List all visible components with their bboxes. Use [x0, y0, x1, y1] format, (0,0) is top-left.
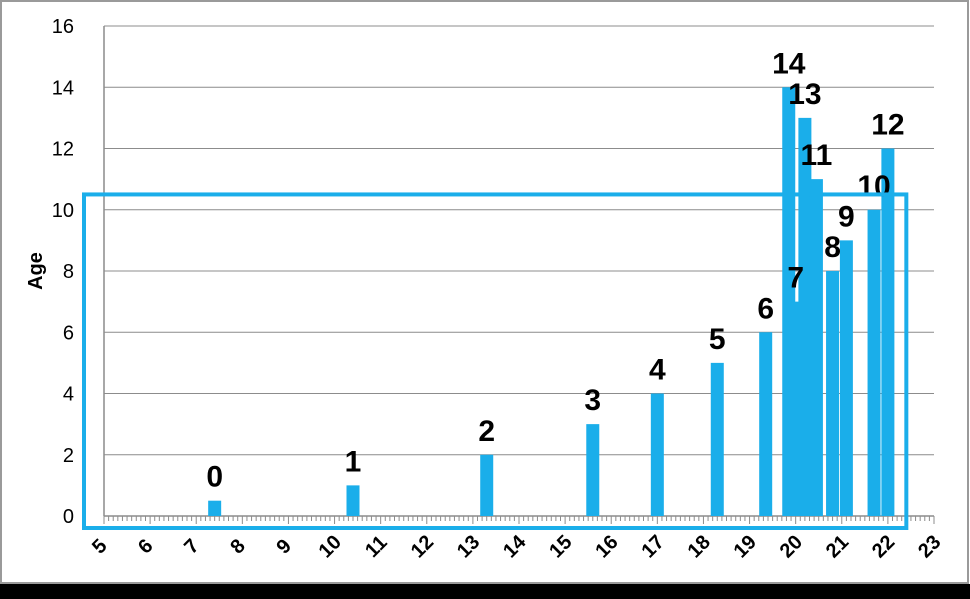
x-tick-label: 18 [684, 531, 715, 562]
y-tick-label: 8 [63, 261, 74, 283]
x-tick-label: 6 [134, 535, 157, 558]
x-tick-label: 9 [272, 535, 295, 558]
x-tick-label: 14 [499, 530, 531, 562]
y-axis-title: Age [25, 252, 47, 290]
data-label: 1 [345, 445, 362, 478]
bar [782, 87, 796, 516]
y-tick-label: 16 [52, 16, 74, 38]
data-label: 7 [787, 262, 804, 295]
y-tick-label: 10 [52, 200, 74, 222]
data-label: 0 [206, 461, 223, 494]
x-tick-label: 22 [868, 531, 899, 562]
chart-border [0, 0, 969, 584]
x-tick-label: 10 [315, 531, 346, 562]
x-tick-label: 16 [591, 531, 622, 562]
x-tick-label: 23 [914, 531, 945, 562]
data-label: 8 [824, 231, 841, 264]
bar [867, 209, 881, 516]
bar [759, 332, 773, 516]
data-label: 3 [584, 384, 601, 417]
x-tick-label: 7 [180, 535, 203, 558]
y-tick-label: 12 [52, 139, 74, 161]
bar [208, 500, 222, 516]
x-tick-label: 20 [776, 531, 807, 562]
bar [839, 240, 853, 516]
x-tick-label: 17 [637, 531, 668, 562]
x-tick-label: 12 [407, 531, 438, 562]
x-tick-label: 5 [88, 535, 111, 558]
x-tick-label: 8 [226, 535, 249, 558]
x-tick-label: 19 [730, 531, 761, 562]
y-tick-label: 2 [63, 445, 74, 467]
x-tick-label: 13 [453, 531, 484, 562]
bar [881, 148, 895, 516]
data-label: 2 [478, 415, 495, 448]
data-label: 14 [772, 47, 806, 80]
data-label: 13 [788, 78, 821, 111]
data-label: 6 [757, 292, 774, 325]
data-label: 10 [857, 170, 890, 203]
bar [346, 485, 360, 516]
data-label: 11 [801, 139, 833, 172]
data-label: 9 [838, 200, 855, 233]
x-tick-label: 15 [545, 531, 576, 562]
bar [826, 271, 840, 516]
bar [650, 393, 664, 516]
bottom-dark-band [0, 584, 970, 599]
bar [480, 454, 494, 516]
highlight-box [82, 192, 909, 530]
y-tick-label: 14 [52, 77, 74, 99]
data-label: 5 [709, 323, 726, 356]
bar [586, 424, 600, 516]
bar [809, 179, 823, 516]
y-tick-label: 6 [63, 322, 74, 344]
x-tick-label: 21 [822, 531, 853, 562]
bar [710, 362, 724, 516]
data-label: 4 [649, 354, 666, 387]
x-tick-label: 11 [361, 531, 392, 562]
y-tick-label: 0 [63, 506, 74, 528]
data-label: 12 [871, 109, 904, 142]
y-tick-label: 4 [63, 384, 74, 406]
bar [798, 117, 812, 516]
